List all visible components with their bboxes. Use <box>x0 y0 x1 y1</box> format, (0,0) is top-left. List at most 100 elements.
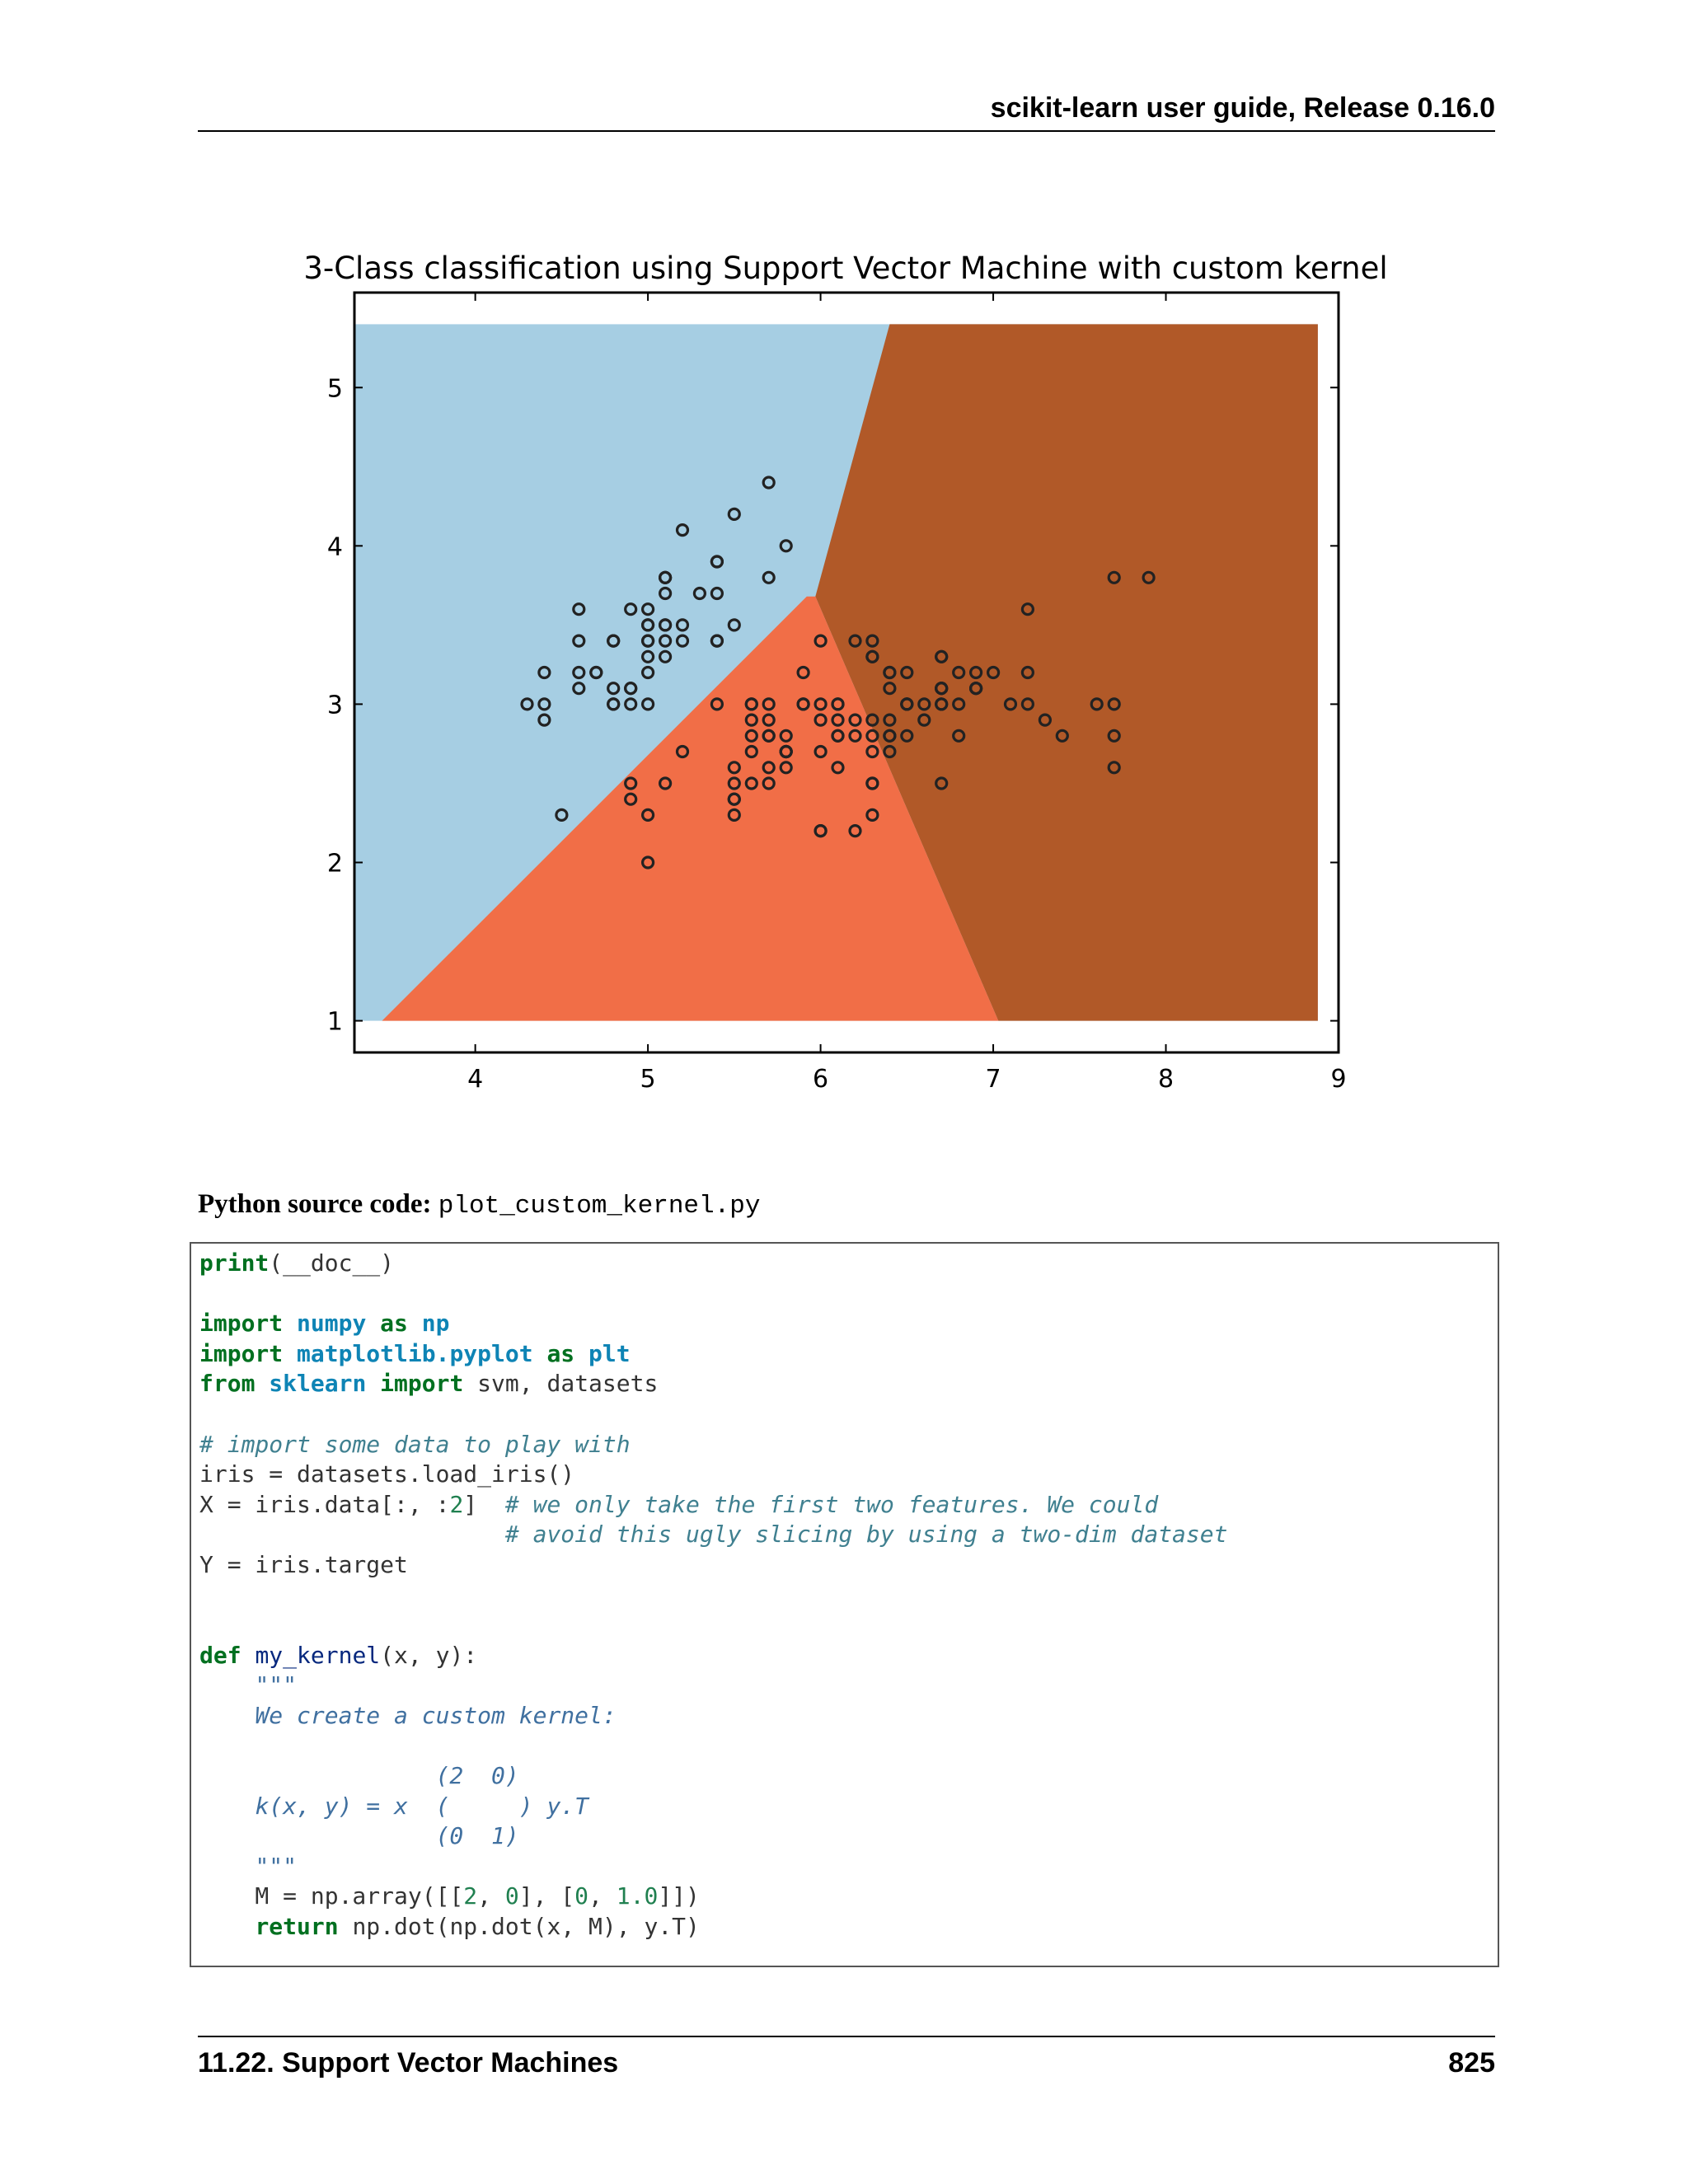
data-point <box>779 744 793 759</box>
data-point <box>762 570 776 584</box>
code-token <box>366 1370 380 1397</box>
data-point <box>727 776 741 790</box>
data-point <box>675 744 690 759</box>
data-point <box>831 697 845 711</box>
code-token: plt <box>588 1339 631 1367</box>
data-point <box>710 555 724 569</box>
data-point <box>640 618 655 632</box>
data-point <box>658 618 673 632</box>
data-point <box>537 665 551 680</box>
code-token: def <box>199 1641 241 1669</box>
data-point <box>1003 697 1018 711</box>
data-point <box>1020 665 1035 680</box>
data-point <box>865 776 879 790</box>
data-point <box>1020 697 1035 711</box>
data-point <box>900 697 914 711</box>
data-point <box>865 649 879 663</box>
data-point <box>624 682 638 696</box>
code-token: # import some data to play with <box>199 1430 631 1458</box>
data-point <box>968 682 983 696</box>
code-token: ], [ <box>518 1882 575 1910</box>
axes-frame <box>353 291 1340 1054</box>
code-token <box>255 1370 269 1397</box>
footer-section-title: 11.22. Support Vector Machines <box>198 2047 619 2079</box>
data-point <box>675 618 690 632</box>
data-point <box>658 634 673 648</box>
code-block: print(__doc__) import numpy as np import… <box>190 1242 1499 1967</box>
code-token: , <box>477 1882 505 1910</box>
code-line: Y = iris.target <box>199 1551 408 1578</box>
data-point <box>710 697 724 711</box>
data-point <box>935 697 949 711</box>
data-point <box>986 665 1001 680</box>
code-line: We create a custom kernel: <box>199 1702 616 1729</box>
code-line: (2 0) <box>199 1762 519 1789</box>
code-token: """ <box>255 1671 298 1699</box>
data-point <box>762 776 776 790</box>
code-token: 2 <box>449 1490 464 1518</box>
code-token <box>199 1793 255 1820</box>
data-point <box>900 665 914 680</box>
x-tick-label: 4 <box>467 1065 483 1094</box>
source-filename[interactable]: plot_custom_kernel.py <box>438 1192 761 1221</box>
data-point <box>865 744 879 759</box>
data-point <box>607 697 621 711</box>
data-point <box>640 697 655 711</box>
code-token <box>199 1671 255 1699</box>
data-point <box>865 808 879 823</box>
data-point <box>537 713 551 727</box>
data-point <box>779 539 793 553</box>
data-point <box>640 602 655 616</box>
code-line: def my_kernel(x, y): <box>199 1642 477 1669</box>
code-token: 0 <box>504 1882 519 1910</box>
data-point <box>1107 697 1121 711</box>
data-point <box>814 744 828 759</box>
data-point <box>640 634 655 648</box>
code-token <box>574 1340 588 1367</box>
code-token: from <box>199 1370 256 1398</box>
data-point <box>831 713 845 727</box>
data-point <box>727 618 741 632</box>
header-rule <box>198 130 1495 132</box>
data-point <box>658 776 673 790</box>
axis-ticks: 4 5 6 7 8 9 1 2 3 4 5 <box>327 293 1347 1094</box>
code-token: , <box>588 1882 617 1910</box>
x-tick-label: 6 <box>813 1065 828 1094</box>
code-token: iris = datasets.load_iris() <box>199 1460 575 1488</box>
data-point <box>520 697 534 711</box>
data-point <box>935 682 949 696</box>
code-token: my_kernel <box>255 1641 381 1669</box>
code-token: """ <box>255 1852 298 1880</box>
code-token <box>366 1310 380 1337</box>
code-token: # avoid this ugly slicing by using a two… <box>504 1521 1228 1549</box>
data-point <box>848 634 862 648</box>
code-line: M = np.array([[2, 0], [0, 1.0]]) <box>199 1882 699 1910</box>
code-token: k(x, y) = x ( ) y.T <box>255 1792 589 1820</box>
data-point <box>572 602 586 616</box>
data-point <box>1107 761 1121 775</box>
code-token: import <box>199 1310 284 1338</box>
code-line: X = iris.data[:, :2] # we only take the … <box>199 1491 1158 1518</box>
data-point <box>865 729 879 743</box>
data-point <box>692 586 707 601</box>
page-number: 825 <box>1448 2047 1495 2079</box>
code-token: as <box>546 1339 575 1367</box>
code-line: return np.dot(np.dot(x, M), y.T) <box>199 1913 699 1941</box>
code-token: ] <box>463 1490 505 1518</box>
data-point <box>762 713 776 727</box>
code-line: import numpy as np <box>199 1310 449 1337</box>
code-token: return <box>255 1913 339 1941</box>
code-token: Y = iris.target <box>199 1550 408 1578</box>
data-point <box>710 586 724 601</box>
data-point <box>814 823 828 838</box>
data-point <box>935 649 949 663</box>
data-point <box>762 697 776 711</box>
data-point <box>952 729 966 743</box>
y-tick-label: 3 <box>327 691 343 719</box>
code-token: 2 <box>463 1882 478 1910</box>
code-token <box>199 1762 436 1789</box>
data-point <box>624 792 638 806</box>
x-tick-label: 9 <box>1330 1065 1346 1094</box>
data-point <box>848 729 862 743</box>
x-tick-label: 7 <box>986 1065 1001 1094</box>
